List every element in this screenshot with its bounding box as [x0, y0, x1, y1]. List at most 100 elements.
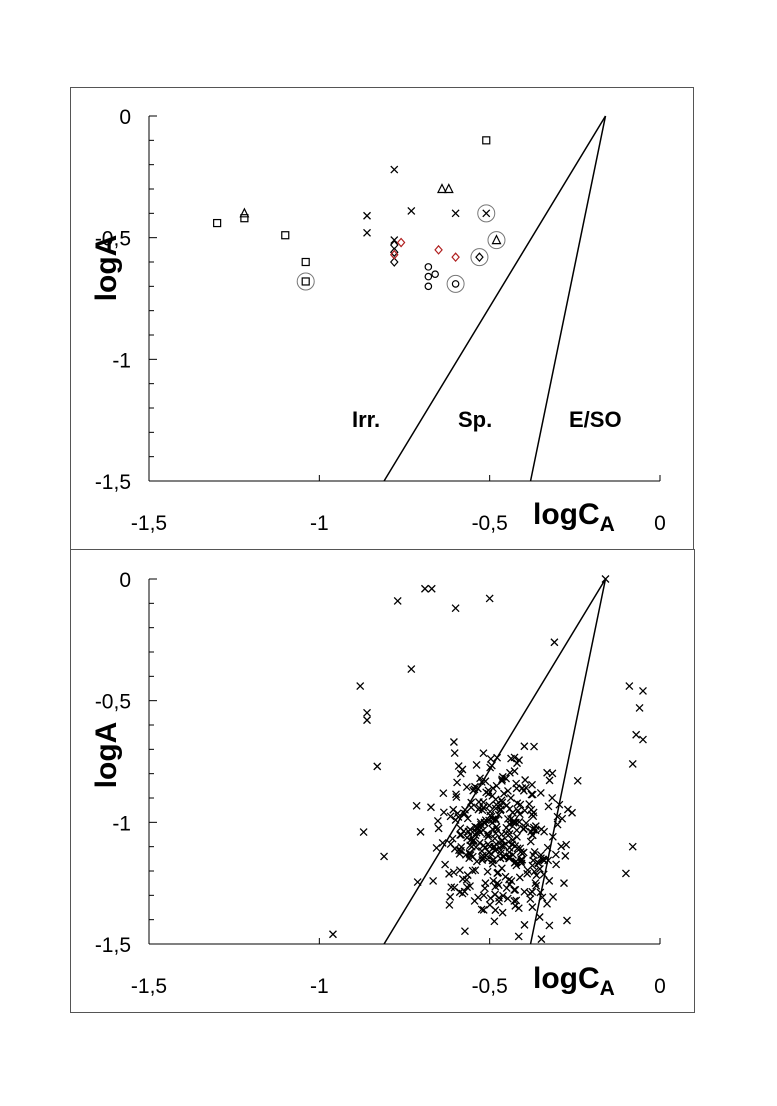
bottom-point-cross — [535, 913, 544, 921]
bottom-point-cross — [420, 584, 429, 593]
bottom-point-cross — [450, 749, 459, 758]
bottom-point-cross — [467, 842, 476, 851]
bottom-point-cross — [505, 854, 513, 863]
bottom-point-cross — [503, 814, 512, 823]
bottom-point-cross — [449, 738, 458, 746]
bottom-point-cross — [449, 868, 458, 877]
top-highlight-ring — [296, 272, 315, 291]
bottom-point-cross — [497, 841, 506, 850]
bottom-point-cross — [461, 805, 469, 814]
bottom-point-cross — [434, 824, 443, 833]
bottom-point-cross — [530, 847, 539, 856]
top-point-square — [213, 218, 222, 228]
bottom-point-cross — [380, 852, 389, 861]
bottom-data-points — [329, 575, 647, 944]
top-point-cross — [451, 209, 460, 218]
top-data-points — [213, 136, 506, 293]
bottom-point-cross — [471, 782, 479, 791]
bottom-point-cross — [545, 876, 554, 885]
bottom-point-cross — [528, 780, 536, 789]
bottom-point-cross — [529, 856, 538, 865]
bottom-point-cross — [521, 776, 530, 784]
bottom-x-axis-label: logCA — [533, 962, 615, 1000]
bottom-x-tick-label: 0 — [654, 975, 666, 998]
top-point-square — [482, 136, 491, 145]
bottom-point-cross — [452, 793, 461, 801]
top-point-triangle — [239, 207, 250, 218]
bottom-point-cross — [483, 867, 492, 876]
bottom-point-cross — [495, 897, 503, 906]
bottom-point-cross — [549, 892, 558, 901]
bottom-point-cross — [635, 704, 644, 712]
top-y-tick-label: -1 — [112, 349, 131, 372]
bottom-chart: -1,5 -1 -0,5 0 0 -0,5 -1 -1,5 logA logCA — [90, 569, 666, 1000]
bottom-point-cross — [548, 794, 557, 802]
top-boundary-line — [529, 115, 607, 482]
top-point-cross — [363, 211, 371, 220]
bottom-x-axis-label-main: logC — [533, 962, 600, 995]
bottom-point-cross — [532, 881, 541, 890]
bottom-x-axis-label-sub: A — [600, 977, 615, 1000]
bottom-boundary-lines — [383, 578, 607, 945]
bottom-point-cross — [639, 686, 647, 695]
bottom-point-cross — [393, 596, 402, 605]
bottom-y-tick-label: -1 — [112, 812, 131, 835]
bottom-point-cross — [487, 761, 496, 770]
bottom-point-cross — [478, 854, 487, 863]
bottom-point-cross — [510, 767, 519, 776]
bottom-point-cross — [489, 784, 497, 793]
bottom-point-cross — [475, 804, 484, 812]
bottom-point-cross — [518, 784, 527, 793]
bottom-point-cross — [412, 801, 421, 810]
bottom-point-cross — [621, 869, 630, 878]
bottom-axes — [148, 578, 661, 945]
top-x-tick-label: 0 — [654, 512, 666, 535]
bottom-point-cross — [538, 893, 547, 902]
bottom-point-cross — [522, 819, 531, 828]
bottom-point-cross — [416, 827, 425, 836]
bottom-point-cross — [496, 849, 505, 858]
bottom-point-cross — [639, 735, 647, 744]
bottom-point-cross — [413, 878, 422, 887]
bottom-point-cross — [486, 894, 495, 903]
bottom-point-cross — [519, 825, 528, 834]
bottom-point-cross — [493, 879, 502, 888]
bottom-point-cross — [563, 916, 571, 925]
bottom-point-cross — [484, 840, 492, 849]
bottom-point-cross — [446, 812, 455, 821]
region-label-eso: E/SO — [569, 407, 622, 432]
bottom-point-cross — [452, 790, 460, 799]
bottom-point-cross — [491, 906, 500, 915]
top-point-cross — [482, 209, 491, 218]
bottom-point-cross — [447, 883, 456, 892]
bottom-point-cross — [520, 806, 529, 815]
bottom-point-cross — [465, 848, 474, 857]
bottom-point-cross — [528, 887, 537, 896]
top-point-diamond — [389, 249, 399, 260]
top-highlight-ring — [470, 248, 489, 267]
bottom-point-cross — [526, 895, 535, 904]
bottom-point-cross — [493, 753, 502, 762]
bottom-point-cross — [632, 730, 641, 739]
bottom-point-cross — [476, 774, 485, 783]
bottom-point-cross — [509, 818, 518, 827]
bottom-y-tick-label: -0,5 — [95, 691, 131, 714]
bottom-point-cross — [441, 860, 450, 869]
bottom-point-cross — [528, 903, 537, 912]
top-boundary-line — [383, 115, 607, 482]
bottom-point-cross — [514, 904, 523, 913]
bottom-point-cross — [456, 769, 465, 778]
bottom-point-cross — [373, 762, 382, 771]
bottom-point-cross — [484, 832, 493, 841]
bottom-point-cross — [499, 841, 508, 850]
top-x-tick-label: -1 — [310, 512, 329, 535]
bottom-point-cross — [516, 800, 525, 809]
bottom-point-cross — [504, 786, 512, 795]
bottom-point-cross — [363, 708, 371, 717]
bottom-point-cross — [485, 594, 494, 603]
top-y-tick-label: -1,5 — [95, 471, 131, 494]
bottom-point-cross — [561, 851, 570, 860]
bottom-point-cross — [535, 864, 544, 873]
bottom-point-cross — [523, 869, 532, 878]
bottom-point-cross — [563, 805, 572, 814]
